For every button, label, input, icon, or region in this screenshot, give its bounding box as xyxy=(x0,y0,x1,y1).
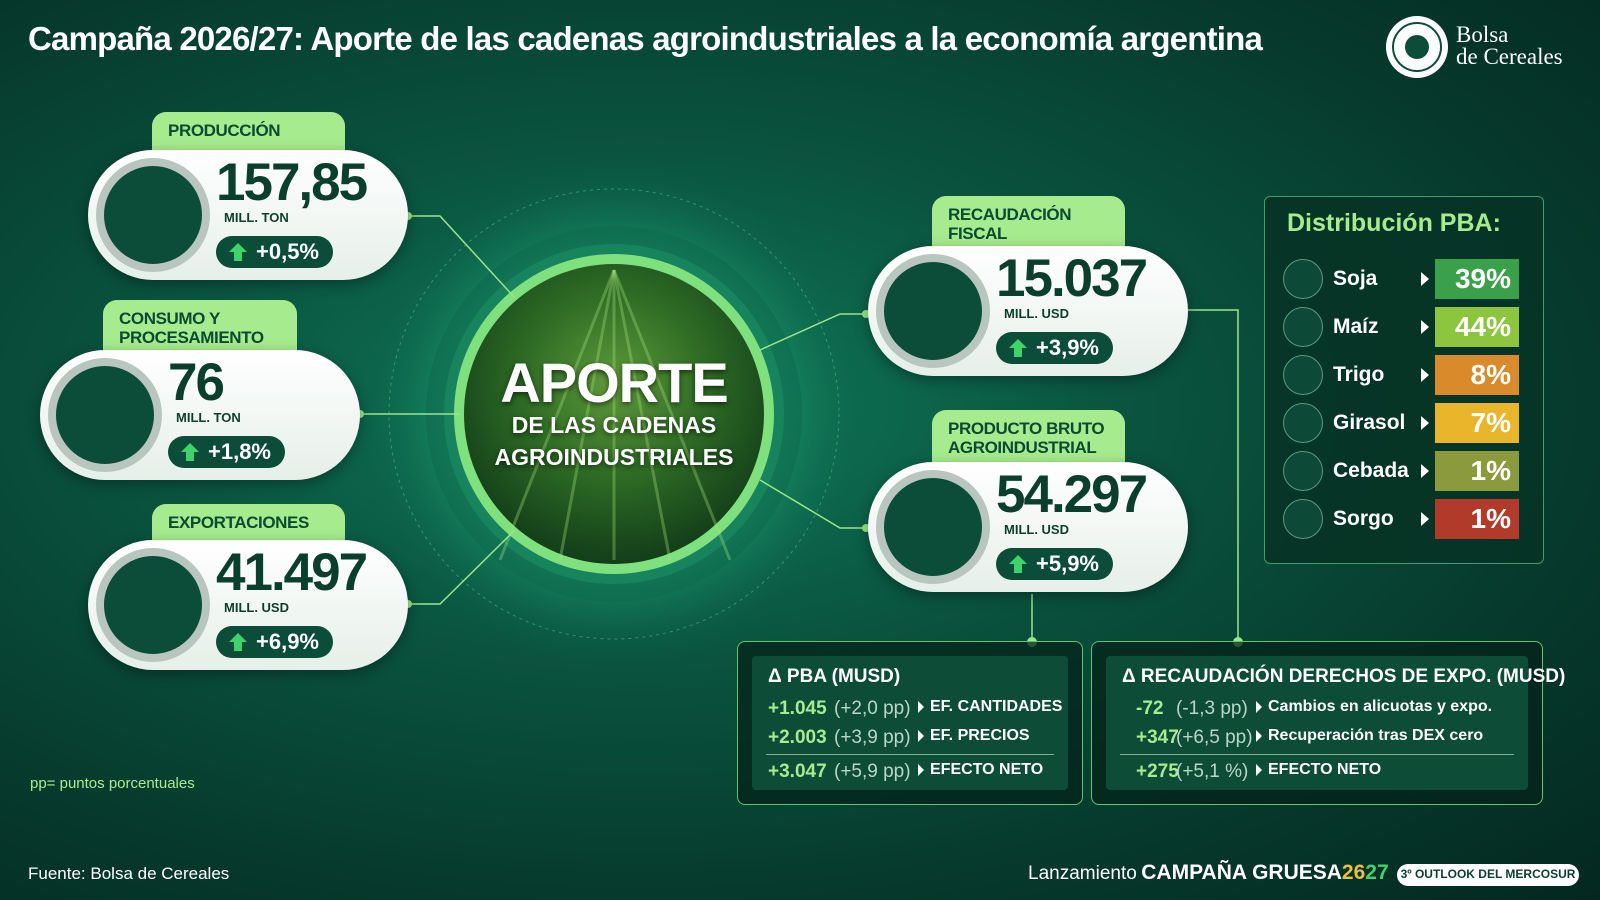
row-cell: EF. CANTIDADES xyxy=(918,698,1062,716)
box-title: Δ RECAUDACIÓN DERECHOS DE EXPO. (MUSD) xyxy=(1122,666,1566,687)
card: 54.297 MILL. USD +5,9% xyxy=(868,462,1188,592)
row-cell: +3.047 xyxy=(768,761,827,782)
card-icon xyxy=(48,358,162,472)
row-cell: Recuperación tras DEX cero xyxy=(1256,727,1483,745)
center-line: DE LAS CADENAS xyxy=(511,412,717,438)
page-title: Campaña 2026/27: Aporte de las cadenas a… xyxy=(28,20,1263,57)
box-title: Δ PBA (MUSD) xyxy=(768,666,901,687)
campaign: CAMPAÑA GRUESA xyxy=(1141,861,1342,884)
crop-share: 44% xyxy=(1435,307,1519,347)
crop-icon xyxy=(1283,259,1323,299)
crop-arrow xyxy=(1421,272,1429,286)
crop-arrow xyxy=(1421,416,1429,430)
crop-name: Soja xyxy=(1333,267,1378,290)
crop-icon xyxy=(1283,355,1323,395)
crop-name: Cebada xyxy=(1333,459,1409,482)
card-value: 157,85 xyxy=(216,153,368,212)
card-change: +5,9% xyxy=(996,548,1113,580)
crop-share: 1% xyxy=(1435,499,1519,539)
card: 157,85 MILL. TON +0,5% xyxy=(88,150,408,280)
crop-arrow xyxy=(1421,464,1429,478)
divider xyxy=(1120,754,1514,755)
crop-icon xyxy=(1283,403,1323,443)
crop-name: Girasol xyxy=(1333,411,1406,434)
delta-box: Δ PBA (MUSD) +1.045 (+2,0 pp) EF. CANTIDADE… xyxy=(737,641,1083,805)
launch-text: Lanzamiento xyxy=(1028,863,1137,884)
crop-name: Maíz xyxy=(1333,315,1379,338)
card-unit: MILL. USD xyxy=(1004,522,1069,537)
crop-arrow xyxy=(1421,320,1429,334)
card-icon xyxy=(96,548,210,662)
crop-share: 7% xyxy=(1435,403,1519,443)
card-icon xyxy=(876,470,990,584)
center-title: APORTE xyxy=(500,351,728,414)
card-value: 76 xyxy=(168,353,225,412)
distribution-title: Distribución PBA: xyxy=(1287,209,1501,237)
badge: 3º OUTLOOK DEL MERCOSUR xyxy=(1400,867,1576,881)
card-unit: MILL. USD xyxy=(1004,306,1069,321)
crop-share: 39% xyxy=(1435,259,1519,299)
crop-share: 8% xyxy=(1435,355,1519,395)
distribution-panel: Distribución PBA: Soja 39% Maíz 44% Trigo 8% G… xyxy=(1264,196,1544,564)
crop-name: Trigo xyxy=(1333,363,1385,386)
card: 15.037 MILL. USD +3,9% xyxy=(868,246,1188,376)
row-cell: (+6,5 pp) xyxy=(1176,727,1253,748)
card: 41.497 MILL. USD +6,9% xyxy=(88,540,408,670)
card-value: 41.497 xyxy=(216,543,368,602)
card-change: +1,8% xyxy=(168,436,285,468)
center-line: AGROINDUSTRIALES xyxy=(494,444,734,470)
launch: Lanzamiento CAMPAÑA GRUESA2627 xyxy=(1028,861,1389,885)
crop-icon xyxy=(1283,451,1323,491)
row-cell: (+2,0 pp) xyxy=(834,698,911,719)
card: 76 MILL. TON +1,8% xyxy=(40,350,360,480)
card-unit: MILL. USD xyxy=(224,600,289,615)
crop-icon xyxy=(1283,307,1323,347)
card-change: +0,5% xyxy=(216,236,333,268)
card-change: +3,9% xyxy=(996,332,1113,364)
logo-text: de Cereales xyxy=(1456,44,1563,69)
crop-arrow xyxy=(1421,512,1429,526)
row-cell: +347 xyxy=(1136,727,1179,748)
row-cell: (+5,9 pp) xyxy=(834,761,911,782)
row-cell: Cambios en alicuotas y expo. xyxy=(1256,698,1492,716)
card-value: 54.297 xyxy=(996,465,1148,524)
row-cell: EFECTO NETO xyxy=(1256,761,1381,779)
crop-name: Sorgo xyxy=(1333,507,1394,530)
card-icon xyxy=(876,254,990,368)
year: 27 xyxy=(1365,861,1389,884)
card-value: 15.037 xyxy=(996,249,1148,308)
crop-icon xyxy=(1283,499,1323,539)
source: Fuente: Bolsa de Cereales xyxy=(28,864,230,883)
crop-arrow xyxy=(1421,368,1429,382)
card-change: +6,9% xyxy=(216,626,333,658)
box-inner: Δ RECAUDACIÓN DERECHOS DE EXPO. (MUSD) -7… xyxy=(1106,656,1565,790)
year: 26 xyxy=(1341,861,1366,884)
row-cell: (+5,1 %) xyxy=(1176,761,1249,782)
card-icon xyxy=(96,158,210,272)
logo-text: Bolsa xyxy=(1456,22,1509,47)
row-cell: +2.003 xyxy=(768,727,827,748)
row-cell: EF. PRECIOS xyxy=(918,727,1030,745)
delta-box: Δ RECAUDACIÓN DERECHOS DE EXPO. (MUSD) -7… xyxy=(1091,641,1565,805)
card-unit: MILL. TON xyxy=(176,410,241,425)
row-cell: +1.045 xyxy=(768,698,827,719)
row-cell: -72 xyxy=(1136,698,1164,719)
divider xyxy=(766,754,1054,755)
row-cell: (-1,3 pp) xyxy=(1176,698,1248,719)
crop-share: 1% xyxy=(1435,451,1519,491)
card-unit: MILL. TON xyxy=(224,210,289,225)
row-cell: EFECTO NETO xyxy=(918,761,1043,779)
box-inner: Δ PBA (MUSD) +1.045 (+2,0 pp) EF. CANTIDADE… xyxy=(752,656,1068,790)
row-cell: (+3,9 pp) xyxy=(834,727,911,748)
footnote: pp= puntos porcentuales xyxy=(30,775,195,792)
row-cell: +275 xyxy=(1136,761,1179,782)
